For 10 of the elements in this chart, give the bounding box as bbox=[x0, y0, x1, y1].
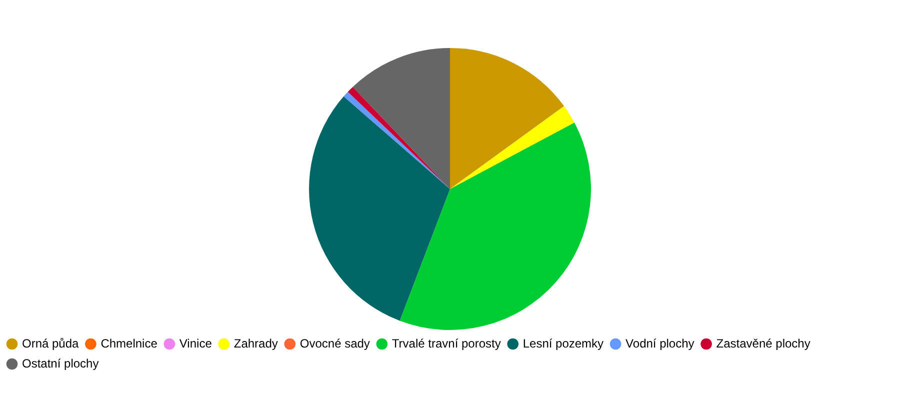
legend-label: Ovocné sady bbox=[300, 336, 370, 350]
legend-label: Zahrady bbox=[234, 336, 278, 350]
legend-label: Vinice bbox=[179, 336, 212, 350]
legend-label: Ostatní plochy bbox=[22, 356, 99, 370]
legend-label: Zastavěné plochy bbox=[716, 336, 810, 350]
legend-label: Lesní pozemky bbox=[522, 336, 604, 350]
legend-label: Vodní plochy bbox=[626, 336, 694, 350]
legend-label: Orná půda bbox=[22, 336, 80, 350]
legend-label: Chmelnice bbox=[100, 336, 158, 350]
legend-label: Trvalé travní porosty bbox=[392, 336, 501, 350]
